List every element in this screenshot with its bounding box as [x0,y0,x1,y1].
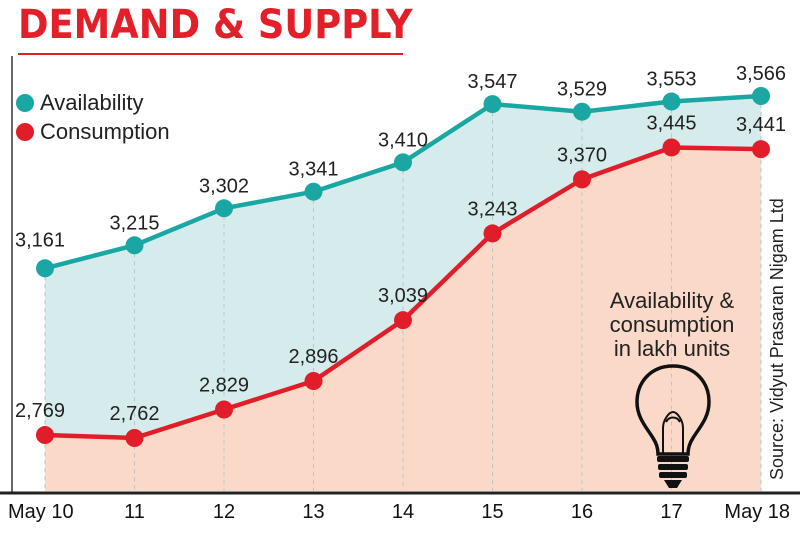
availability-data-label: 3,410 [378,129,428,151]
availability-point [304,182,323,201]
consumption-point [483,224,502,243]
consumption-point [662,138,681,157]
x-tick-label: 11 [124,501,145,523]
availability-point [36,259,54,278]
units-note-line-3: in lakh units [613,336,731,361]
availability-point [125,236,144,255]
availability-data-label: 3,161 [15,229,65,251]
availability-data-label: 3,215 [109,212,159,234]
consumption-point [394,311,412,330]
consumption-data-label: 2,829 [199,375,249,397]
availability-point [662,92,681,111]
legend-marker-consumption [16,122,34,141]
consumption-point [573,170,591,189]
legend-item-availability: Availability [16,88,170,117]
availability-point [573,102,591,121]
source-credit: Source: Vidyut Prasaran Nigam Ltd [767,198,787,480]
units-note-line-2: consumption [609,312,735,337]
availability-data-label: 3,553 [646,69,696,91]
availability-data-label: 3,302 [199,175,249,197]
x-tick-label: 12 [213,501,235,523]
title-underline [18,53,403,55]
x-tick-label: 15 [481,501,503,523]
x-tick-label: 14 [392,501,414,523]
legend-label-availability: Availability [40,89,144,115]
consumption-data-label: 3,243 [467,198,517,220]
consumption-data-label: 3,039 [378,285,428,307]
x-tick-label: May 10 [8,501,74,523]
consumption-point [215,400,233,419]
units-note-line-1: Availability & [609,288,735,313]
legend: Availability Consumption [16,88,170,146]
x-tick-label: May 18 [724,501,790,523]
consumption-point [304,372,323,390]
units-note: Availability & consumption in lakh units [582,289,762,361]
legend-marker-availability [16,93,34,112]
consumption-data-label: 3,445 [646,112,696,134]
availability-data-label: 3,529 [557,79,607,101]
consumption-data-label: 3,370 [557,144,607,166]
consumption-data-label: 2,762 [109,403,159,425]
availability-point [483,95,502,114]
consumption-data-label: 2,896 [288,346,338,368]
chart-title: DEMAND & SUPPLY [18,2,413,48]
availability-point [752,87,770,105]
x-tick-label: 17 [660,501,682,523]
availability-data-label: 3,341 [288,159,338,181]
availability-data-label: 3,547 [467,71,517,93]
consumption-point [125,429,144,447]
availability-point [394,153,412,172]
availability-data-label: 3,566 [736,63,786,85]
x-tick-label: 13 [302,501,324,523]
light-bulb-icon [635,364,711,488]
availability-point [215,199,233,218]
consumption-data-label: 2,769 [15,400,65,422]
legend-item-consumption: Consumption [16,117,170,146]
consumption-data-label: 3,441 [736,114,786,136]
x-tick-label: 16 [571,501,593,523]
legend-label-consumption: Consumption [40,118,170,144]
consumption-point [752,140,770,159]
consumption-point [36,426,54,445]
